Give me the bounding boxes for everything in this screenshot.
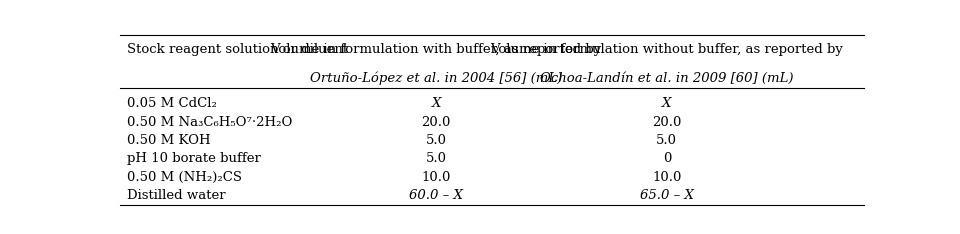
Text: 0: 0 (662, 152, 671, 165)
Text: 5.0: 5.0 (657, 134, 678, 147)
Text: 5.0: 5.0 (425, 134, 446, 147)
Text: X: X (662, 97, 672, 110)
Text: 0.05 M CdCl₂: 0.05 M CdCl₂ (128, 97, 217, 110)
Text: X: X (431, 97, 441, 110)
Text: 20.0: 20.0 (421, 116, 451, 129)
Text: Volume in formulation with buffer, as reported by: Volume in formulation with buffer, as re… (271, 43, 602, 56)
Text: 60.0 – X: 60.0 – X (409, 189, 463, 202)
Text: 10.0: 10.0 (652, 171, 682, 184)
Text: 0.50 M (NH₂)₂CS: 0.50 M (NH₂)₂CS (128, 171, 243, 184)
Text: 20.0: 20.0 (652, 116, 682, 129)
Text: Ochoa-Landín et al. in 2009 [60] (mL): Ochoa-Landín et al. in 2009 [60] (mL) (540, 72, 794, 85)
Text: 10.0: 10.0 (421, 171, 451, 184)
Text: 0.50 M KOH: 0.50 M KOH (128, 134, 211, 147)
Text: Ortuño-López et al. in 2004 [56] (mL): Ortuño-López et al. in 2004 [56] (mL) (310, 72, 563, 85)
Text: Distilled water: Distilled water (128, 189, 226, 202)
Text: 65.0 – X: 65.0 – X (640, 189, 694, 202)
Text: Stock reagent solution or diluent: Stock reagent solution or diluent (128, 43, 348, 56)
Text: pH 10 borate buffer: pH 10 borate buffer (128, 152, 261, 165)
Text: 0.50 M Na₃C₆H₅O⁷·2H₂O: 0.50 M Na₃C₆H₅O⁷·2H₂O (128, 116, 293, 129)
Text: 5.0: 5.0 (425, 152, 446, 165)
Text: Volume in formulation without buffer, as reported by: Volume in formulation without buffer, as… (491, 43, 843, 56)
